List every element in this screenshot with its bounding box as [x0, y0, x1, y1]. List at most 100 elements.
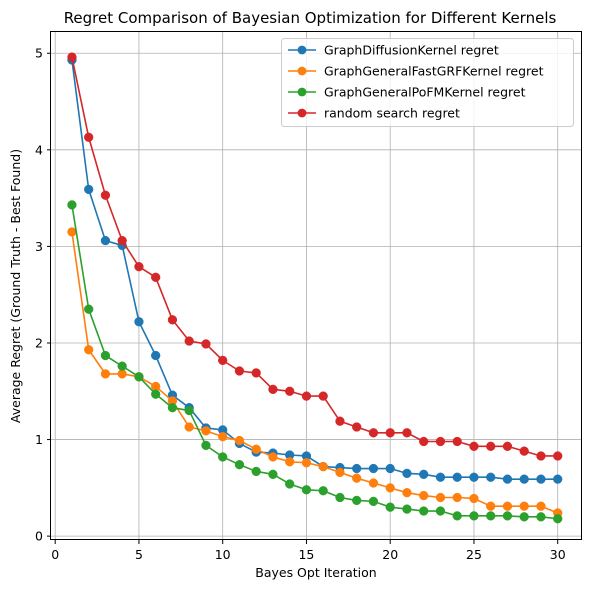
legend-item: GraphGeneralPoFMKernel regret	[288, 85, 526, 100]
data-point	[368, 478, 379, 488]
data-point	[452, 492, 462, 503]
data-point	[117, 361, 127, 371]
data-point	[352, 463, 362, 474]
data-point	[134, 372, 144, 382]
x-tick-label: 25	[466, 547, 482, 562]
data-point	[268, 452, 278, 462]
data-point	[486, 472, 496, 482]
data-point	[184, 405, 194, 416]
data-point	[536, 474, 546, 484]
data-point	[486, 511, 496, 521]
data-point	[352, 422, 362, 432]
y-tick-label: 4	[35, 142, 43, 157]
series-3	[67, 200, 563, 524]
data-point	[419, 436, 429, 447]
data-point	[335, 492, 345, 503]
data-point	[218, 355, 228, 366]
plot-frame	[50, 31, 582, 540]
x-tick-label: 20	[382, 547, 398, 562]
data-point	[536, 501, 546, 511]
data-point	[201, 440, 211, 451]
data-point	[352, 473, 362, 483]
data-point	[452, 436, 462, 447]
y-tick-label: 5	[35, 46, 43, 61]
data-point	[318, 391, 328, 401]
data-point	[435, 506, 446, 516]
legend-item: random search regret	[288, 106, 460, 121]
data-point	[67, 52, 77, 62]
legend-box	[281, 38, 574, 127]
x-tick-label: 30	[550, 547, 566, 562]
data-point	[285, 457, 295, 467]
data-point	[201, 339, 211, 349]
data-point	[234, 366, 245, 376]
data-point	[469, 441, 479, 451]
legend-label: random search regret	[324, 106, 460, 121]
data-point	[100, 350, 111, 361]
data-point	[151, 350, 161, 361]
data-point	[435, 492, 446, 503]
data-point	[251, 466, 261, 477]
data-point	[402, 488, 412, 498]
legend-swatch-marker	[297, 87, 307, 97]
data-point	[301, 485, 312, 495]
data-point	[519, 474, 529, 484]
data-point	[435, 472, 446, 482]
legend-label: GraphDiffusionKernel regret	[324, 43, 499, 58]
data-point	[385, 463, 395, 474]
data-point	[268, 384, 278, 394]
data-point	[352, 495, 362, 506]
y-tick-label: 3	[35, 239, 43, 254]
data-point	[502, 511, 513, 521]
y-tick-label: 2	[35, 335, 43, 350]
data-point	[234, 435, 245, 446]
data-point	[553, 514, 563, 524]
data-point	[452, 511, 462, 521]
data-point	[385, 502, 395, 512]
data-point	[469, 493, 479, 504]
data-point	[469, 511, 479, 521]
data-point	[519, 446, 529, 456]
data-point	[335, 467, 345, 478]
data-point	[84, 345, 94, 355]
series-line	[71, 204, 558, 520]
legend-swatch-marker	[297, 108, 307, 118]
data-point	[151, 272, 161, 282]
x-tick-label: 5	[135, 547, 143, 562]
data-point	[502, 501, 513, 511]
data-point	[335, 416, 345, 426]
series-2	[67, 227, 563, 518]
y-tick-label: 0	[35, 529, 43, 544]
data-point	[519, 512, 529, 522]
data-point	[502, 441, 513, 451]
data-point	[419, 490, 429, 501]
data-point	[151, 389, 161, 399]
data-point	[67, 200, 77, 210]
data-point	[519, 501, 529, 511]
data-point	[234, 460, 245, 470]
data-point	[553, 474, 563, 484]
legend-swatch-marker	[297, 45, 307, 55]
series-layer	[67, 52, 563, 524]
series-4	[67, 52, 563, 461]
data-point	[167, 315, 178, 325]
data-point	[553, 451, 563, 461]
y-tick-label: 1	[35, 432, 43, 447]
legend: GraphDiffusionKernel regret GraphGeneralF…	[281, 38, 574, 127]
legend-item: GraphDiffusionKernel regret	[288, 43, 499, 58]
data-point	[218, 452, 228, 462]
data-point	[368, 496, 379, 507]
data-point	[368, 463, 379, 474]
data-point	[285, 386, 295, 396]
ticks-layer: 0 5 10 15 20 25 30 0 1 2 3 4 5	[35, 46, 566, 562]
legend-item: GraphGeneralFastGRFKernel regret	[288, 64, 544, 79]
data-point	[469, 472, 479, 482]
data-point	[100, 235, 111, 246]
data-point	[419, 506, 429, 516]
x-tick-label: 15	[298, 547, 314, 562]
data-point	[318, 486, 328, 496]
data-point	[251, 444, 261, 454]
legend-label: GraphGeneralPoFMKernel regret	[324, 85, 526, 100]
data-point	[84, 132, 94, 142]
